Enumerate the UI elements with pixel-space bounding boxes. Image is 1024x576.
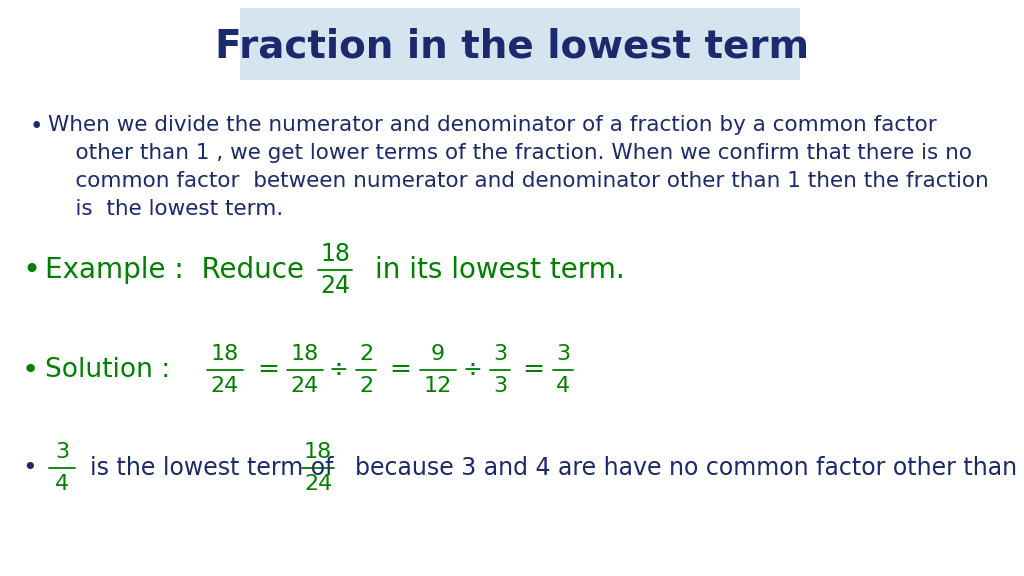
Text: 24: 24 <box>291 376 319 396</box>
Text: common factor  between numerator and denominator other than 1 then the fraction: common factor between numerator and deno… <box>48 171 989 191</box>
Text: 18: 18 <box>319 242 350 266</box>
FancyBboxPatch shape <box>240 8 800 80</box>
Text: 2: 2 <box>359 376 373 396</box>
Text: 12: 12 <box>424 376 453 396</box>
Text: When we divide the numerator and denominator of a fraction by a common factor: When we divide the numerator and denomin… <box>48 115 937 135</box>
Text: 3: 3 <box>493 344 507 364</box>
Text: 18: 18 <box>211 344 240 364</box>
Text: 18: 18 <box>304 442 332 462</box>
Text: 4: 4 <box>556 376 570 396</box>
Text: Solution :: Solution : <box>45 357 170 383</box>
Text: 3: 3 <box>556 344 570 364</box>
Text: 3: 3 <box>55 442 69 462</box>
Text: ÷: ÷ <box>462 358 482 382</box>
Text: =: = <box>522 357 544 383</box>
Text: because 3 and 4 are have no common factor other than: because 3 and 4 are have no common facto… <box>355 456 1017 480</box>
Text: 9: 9 <box>431 344 445 364</box>
Text: 3: 3 <box>493 376 507 396</box>
Text: =: = <box>389 357 411 383</box>
Text: Example :  Reduce: Example : Reduce <box>45 256 304 284</box>
Text: other than 1 , we get lower terms of the fraction. When we confirm that there is: other than 1 , we get lower terms of the… <box>48 143 972 163</box>
Text: •: • <box>22 256 40 285</box>
Text: is the lowest term of: is the lowest term of <box>90 456 334 480</box>
Text: =: = <box>257 357 279 383</box>
Text: 4: 4 <box>55 474 69 494</box>
Text: •: • <box>30 115 43 138</box>
Text: in its lowest term.: in its lowest term. <box>375 256 625 284</box>
Text: ÷: ÷ <box>328 358 348 382</box>
Text: •: • <box>22 356 39 384</box>
Text: Fraction in the lowest term: Fraction in the lowest term <box>215 27 809 65</box>
Text: 2: 2 <box>359 344 373 364</box>
Text: 24: 24 <box>304 474 332 494</box>
Text: 18: 18 <box>291 344 319 364</box>
Text: is  the lowest term.: is the lowest term. <box>48 199 284 219</box>
Text: 24: 24 <box>319 274 350 298</box>
Text: 24: 24 <box>211 376 240 396</box>
Text: •: • <box>22 456 37 480</box>
